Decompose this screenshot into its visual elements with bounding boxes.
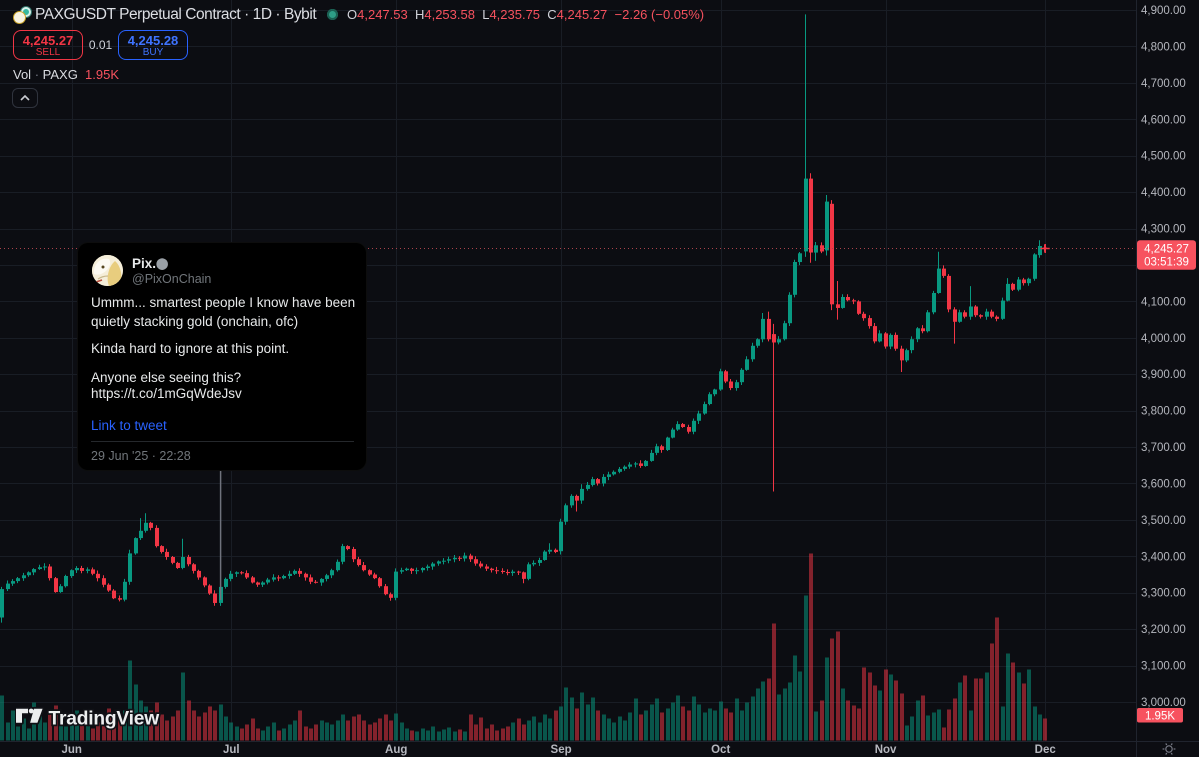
svg-text:3,200.00: 3,200.00 [1141, 624, 1186, 636]
svg-text:3,900.00: 3,900.00 [1141, 369, 1186, 381]
svg-text:Jun: Jun [61, 744, 81, 756]
svg-text:Jul: Jul [223, 744, 240, 756]
svg-text:1.95K: 1.95K [1145, 711, 1175, 723]
svg-text:3,100.00: 3,100.00 [1141, 661, 1186, 673]
svg-text:TradingView: TradingView [49, 709, 160, 730]
svg-text:Aug: Aug [385, 744, 407, 756]
svg-text:3,000.00: 3,000.00 [1141, 697, 1186, 709]
svg-text:03:51:39: 03:51:39 [1144, 257, 1189, 269]
svg-text:3,600.00: 3,600.00 [1141, 479, 1186, 491]
svg-text:3,400.00: 3,400.00 [1141, 551, 1186, 563]
svg-text:4,245.27: 4,245.27 [1144, 244, 1189, 256]
svg-text:Nov: Nov [875, 744, 897, 756]
svg-text:Sep: Sep [551, 744, 572, 756]
svg-text:4,600.00: 4,600.00 [1141, 114, 1186, 126]
svg-text:4,000.00: 4,000.00 [1141, 333, 1186, 345]
svg-text:3,700.00: 3,700.00 [1141, 442, 1186, 454]
svg-text:3,800.00: 3,800.00 [1141, 406, 1186, 418]
svg-text:4,300.00: 4,300.00 [1141, 224, 1186, 236]
svg-text:4,700.00: 4,700.00 [1141, 78, 1186, 90]
svg-text:3,500.00: 3,500.00 [1141, 515, 1186, 527]
svg-text:Dec: Dec [1035, 744, 1057, 756]
svg-text:3,300.00: 3,300.00 [1141, 588, 1186, 600]
svg-text:4,400.00: 4,400.00 [1141, 187, 1186, 199]
svg-text:4,500.00: 4,500.00 [1141, 151, 1186, 163]
svg-text:Oct: Oct [711, 744, 730, 756]
svg-text:4,100.00: 4,100.00 [1141, 296, 1186, 308]
svg-text:4,800.00: 4,800.00 [1141, 41, 1186, 53]
svg-text:4,900.00: 4,900.00 [1141, 5, 1186, 17]
